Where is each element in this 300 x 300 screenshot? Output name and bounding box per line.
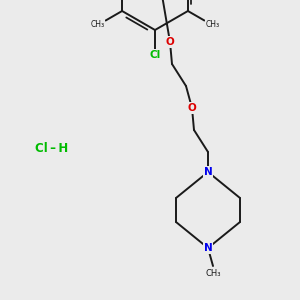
Text: N: N <box>204 243 212 253</box>
Text: Cl – H: Cl – H <box>35 142 69 154</box>
Text: O: O <box>188 103 196 113</box>
Text: O: O <box>166 37 174 47</box>
Text: CH₃: CH₃ <box>205 269 221 278</box>
Text: CH₃: CH₃ <box>205 20 219 29</box>
Text: CH₃: CH₃ <box>91 20 105 29</box>
Text: N: N <box>204 167 212 177</box>
Text: Cl: Cl <box>149 50 161 60</box>
